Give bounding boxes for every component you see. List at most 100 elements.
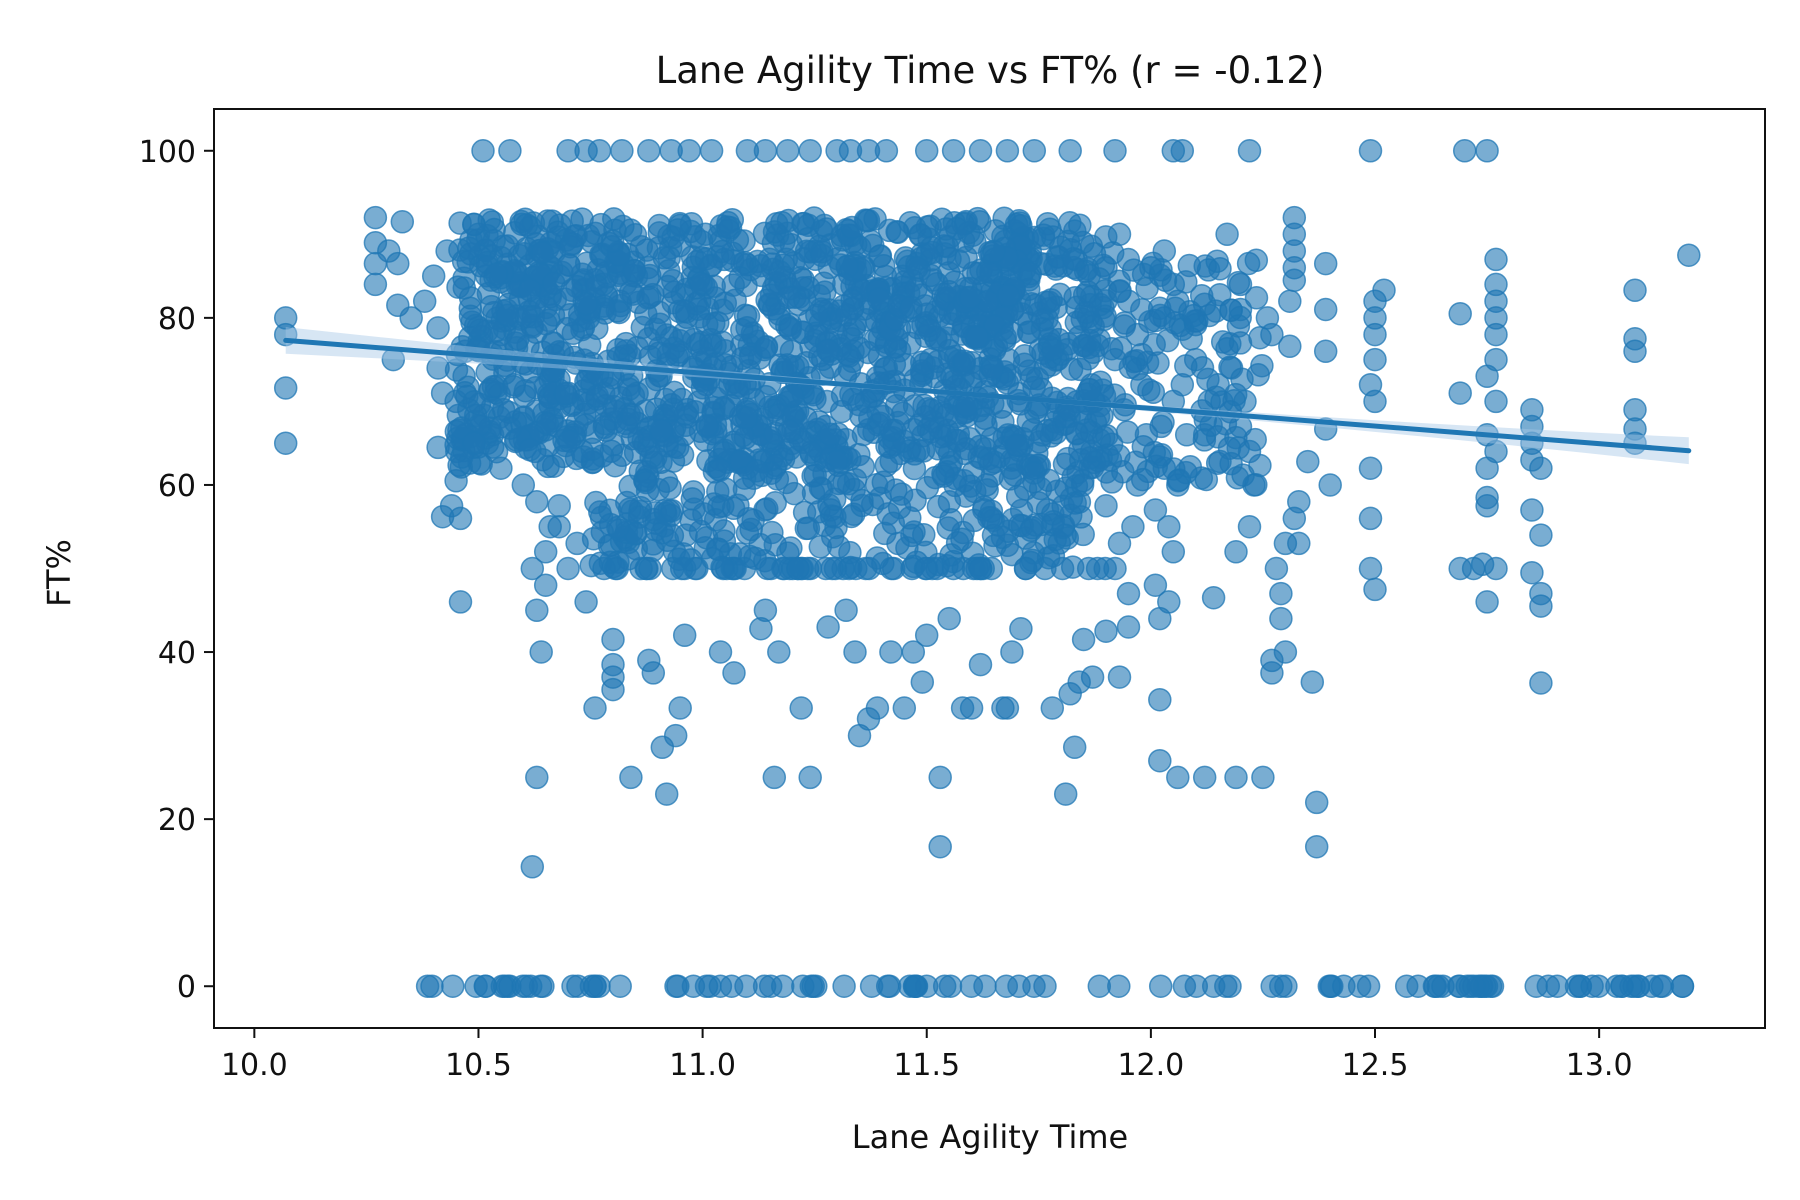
data-point <box>483 319 507 344</box>
y-tick-label: 80 <box>158 302 196 337</box>
data-point <box>1226 314 1251 338</box>
data-point <box>959 696 984 720</box>
data-point <box>1040 696 1065 720</box>
data-point <box>695 312 719 337</box>
data-point <box>820 556 844 581</box>
data-point <box>1080 665 1105 689</box>
data-point <box>958 285 983 310</box>
data-point <box>991 409 1015 434</box>
data-point <box>1426 974 1451 998</box>
data-point <box>601 627 625 652</box>
data-point <box>1107 279 1132 304</box>
data-point <box>1201 585 1226 610</box>
data-point <box>517 278 542 302</box>
data-point <box>556 139 580 163</box>
data-point <box>776 139 800 163</box>
data-point <box>1030 423 1054 447</box>
data-point <box>1475 494 1499 518</box>
y-tick-label: 60 <box>158 469 196 504</box>
data-point <box>1224 765 1248 790</box>
data-point <box>1448 301 1472 326</box>
data-point <box>1111 460 1135 484</box>
data-point <box>871 253 896 278</box>
data-point <box>1529 594 1553 618</box>
data-point <box>1484 322 1508 347</box>
data-point <box>1208 449 1232 474</box>
data-point <box>1194 467 1219 492</box>
data-point <box>858 229 883 253</box>
data-point <box>1358 456 1383 480</box>
data-point <box>1002 463 1027 487</box>
data-point <box>1157 514 1181 539</box>
data-point <box>535 412 560 436</box>
data-point <box>1246 363 1270 387</box>
data-point <box>636 286 660 310</box>
data-point <box>1264 556 1289 581</box>
data-point <box>753 598 778 623</box>
data-point <box>816 338 840 362</box>
data-point <box>762 765 787 790</box>
data-point <box>690 339 715 363</box>
data-point <box>1099 336 1124 361</box>
data-point <box>996 283 1021 308</box>
data-point <box>843 468 868 492</box>
data-point <box>1226 270 1251 295</box>
points-layer <box>273 139 1701 998</box>
data-point <box>705 537 730 561</box>
data-point <box>1475 590 1499 614</box>
data-point <box>1107 531 1132 556</box>
data-point <box>1157 590 1181 614</box>
data-point <box>634 470 658 495</box>
regression-line <box>283 337 1692 454</box>
data-point <box>518 437 542 462</box>
data-point <box>884 478 908 502</box>
data-point <box>754 334 779 359</box>
data-point <box>603 453 627 478</box>
data-point <box>711 556 735 581</box>
data-point <box>1244 472 1268 497</box>
data-point <box>1013 556 1038 581</box>
data-point <box>1177 253 1202 278</box>
data-point <box>390 210 415 234</box>
data-point <box>892 696 917 720</box>
data-point <box>622 259 647 283</box>
data-point <box>520 556 545 581</box>
data-point <box>491 397 516 422</box>
x-tick-label: 11.5 <box>893 1048 960 1083</box>
chart-title: Lane Agility Time vs FT% (r = -0.12) <box>656 49 1325 92</box>
data-point <box>836 321 861 346</box>
data-point <box>426 316 450 340</box>
data-point <box>841 387 865 412</box>
data-point <box>1529 523 1553 547</box>
data-point <box>1448 381 1472 405</box>
data-point <box>1018 262 1043 286</box>
data-point <box>1332 974 1356 998</box>
data-point <box>694 974 719 998</box>
data-point <box>1296 449 1320 474</box>
data-point <box>770 974 795 998</box>
data-point <box>823 505 847 529</box>
data-point <box>939 312 963 336</box>
data-point <box>1116 581 1141 606</box>
data-point <box>583 696 607 720</box>
data-point <box>875 974 900 998</box>
data-point <box>914 139 939 163</box>
data-point <box>1269 606 1293 631</box>
data-point <box>1071 627 1096 652</box>
x-tick-label: 13.0 <box>1566 1048 1633 1083</box>
data-point <box>923 465 948 490</box>
data-point <box>844 556 868 581</box>
data-point <box>879 556 904 581</box>
data-point <box>995 696 1020 720</box>
data-point <box>937 606 961 631</box>
data-point <box>1192 765 1217 790</box>
data-point <box>928 834 952 859</box>
data-point <box>661 268 685 293</box>
data-point <box>1484 347 1508 372</box>
data-point <box>1300 670 1325 694</box>
data-point <box>1318 473 1342 497</box>
data-point <box>457 236 481 260</box>
data-point <box>1143 498 1168 522</box>
